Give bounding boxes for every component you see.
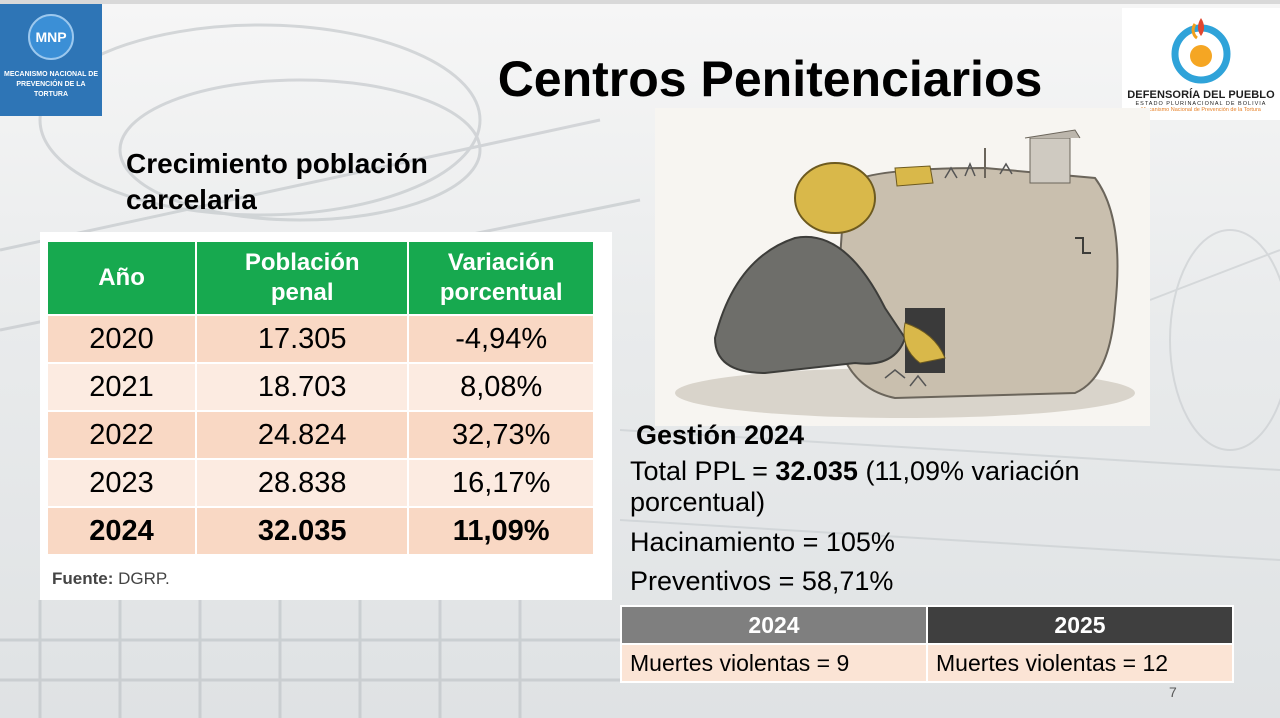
mnp-logo: MNP MECANISMO NACIONAL DE PREVENCIÓN DE …	[0, 4, 102, 116]
cell-population: 24.824	[195, 410, 410, 460]
cell-year: 2022	[45, 410, 198, 460]
table-header-row: Año Población penal Variación porcentual	[45, 240, 595, 316]
mnp-logo-circle: MNP	[28, 14, 74, 60]
mnp-logo-name: MECANISMO NACIONAL DE PREVENCIÓN DE LA T…	[4, 71, 98, 98]
source-label: Fuente:	[52, 569, 114, 588]
ppl-prefix: Total PPL =	[630, 456, 776, 486]
population-table: Año Población penal Variación porcentual…	[45, 240, 595, 556]
page-number: 7	[1169, 684, 1177, 700]
table-row: 2023 28.838 16,17%	[45, 458, 595, 508]
gestion-total-ppl: Total PPL = 32.035 (11,09% variación por…	[630, 456, 1190, 518]
population-heading-text: Crecimiento población carcelaria	[126, 148, 428, 215]
cell-year: 2023	[45, 458, 198, 508]
source-value: DGRP.	[118, 569, 170, 588]
header-population-text: Población penal	[244, 249, 360, 306]
deaths-2024: Muertes violentas = 9	[620, 643, 928, 683]
header-variation-text: Variación porcentual	[439, 249, 563, 306]
cell-population: 28.838	[195, 458, 410, 508]
cell-year: 2021	[45, 362, 198, 412]
defensoria-name: DEFENSORÍA DEL PUEBLO	[1127, 89, 1275, 101]
table-source: Fuente: DGRP.	[52, 569, 170, 589]
gestion-preventivos: Preventivos = 58,71%	[630, 566, 894, 596]
population-heading: Crecimiento población carcelaria	[126, 146, 486, 218]
ppl-value: 32.035	[775, 456, 858, 486]
table-row: 2020 17.305 -4,94%	[45, 314, 595, 364]
header-year: Año	[45, 240, 198, 316]
cell-year: 2020	[45, 314, 198, 364]
header-variation: Variación porcentual	[407, 240, 595, 316]
defensoria-logo: DEFENSORÍA DEL PUEBLO ESTADO PLURINACION…	[1122, 8, 1280, 120]
table-row: Muertes violentas = 9 Muertes violentas …	[620, 643, 1234, 683]
cell-variation: 8,08%	[407, 362, 595, 412]
defensoria-emblem-icon	[1171, 18, 1231, 84]
cell-variation: 16,17%	[407, 458, 595, 508]
table-row: 2024 32.035 11,09%	[45, 506, 595, 556]
defensoria-subtitle: ESTADO PLURINACIONAL DE BOLIVIA	[1135, 101, 1267, 107]
cell-population: 32.035	[195, 506, 410, 556]
cell-variation: 11,09%	[407, 506, 595, 556]
top-divider	[0, 0, 1280, 4]
table-row: 2021 18.703 8,08%	[45, 362, 595, 412]
gestion-hacinamiento: Hacinamiento = 105%	[630, 527, 895, 557]
deaths-header-2025: 2025	[926, 605, 1234, 645]
deaths-2025: Muertes violentas = 12	[926, 643, 1234, 683]
deaths-header-row: 2024 2025	[620, 605, 1234, 645]
deaths-header-2024: 2024	[620, 605, 928, 645]
cell-year: 2024	[45, 506, 198, 556]
overcrowded-prison-illustration	[655, 108, 1150, 426]
header-population: Población penal	[195, 240, 410, 316]
cell-variation: 32,73%	[407, 410, 595, 460]
table-row: 2022 24.824 32,73%	[45, 410, 595, 460]
cell-population: 18.703	[195, 362, 410, 412]
slide-title: Centros Penitenciarios	[497, 51, 1043, 107]
ppl-suffix: (11,09% variación porcentual)	[630, 456, 1080, 517]
cell-variation: -4,94%	[407, 314, 595, 364]
cell-population: 17.305	[195, 314, 410, 364]
gestion-title: Gestión 2024	[636, 420, 805, 450]
violent-deaths-table: 2024 2025 Muertes violentas = 9 Muertes …	[620, 605, 1234, 683]
defensoria-subtitle-2: Mecanismo Nacional de Prevención de la T…	[1141, 107, 1261, 113]
